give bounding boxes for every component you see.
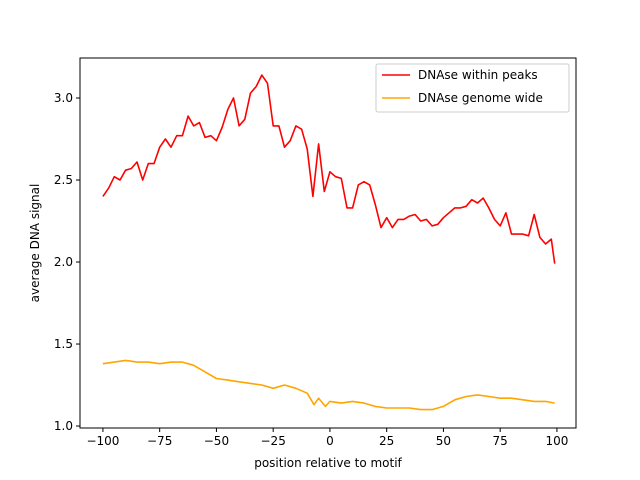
y-tick-label: 1.5 — [54, 337, 73, 351]
series-lines — [102, 74, 556, 411]
legend-box — [375, 63, 570, 113]
x-tick-label: −50 — [204, 434, 229, 448]
y-tick-label: 1.0 — [54, 419, 73, 433]
y-axis-label: average DNA signal — [28, 184, 42, 303]
x-tick-label: 50 — [436, 434, 451, 448]
x-tick-label: −100 — [86, 434, 119, 448]
y-tick-label: 2.0 — [54, 255, 73, 269]
legend: DNAse within peaks DNAse genome wide — [375, 63, 570, 113]
series-line-1 — [102, 359, 555, 411]
series-line-0 — [102, 74, 556, 264]
x-tick-label: −75 — [147, 434, 172, 448]
x-axis-label: position relative to motif — [254, 456, 402, 470]
y-axis: 1.0 1.5 2.0 2.5 3.0 — [54, 91, 80, 433]
x-tick-label: 75 — [493, 434, 508, 448]
x-tick-label: −25 — [261, 434, 286, 448]
y-tick-label: 2.5 — [54, 173, 73, 187]
legend-label-genome: DNAse genome wide — [418, 91, 543, 105]
x-tick-label: 0 — [326, 434, 334, 448]
legend-label-peaks: DNAse within peaks — [418, 68, 538, 82]
plot-frame — [79, 57, 577, 429]
x-tick-label: 100 — [545, 434, 568, 448]
x-axis: −100 −75 −50 −25 0 25 50 75 100 — [86, 428, 568, 448]
y-tick-label: 3.0 — [54, 91, 73, 105]
x-tick-label: 25 — [379, 434, 394, 448]
